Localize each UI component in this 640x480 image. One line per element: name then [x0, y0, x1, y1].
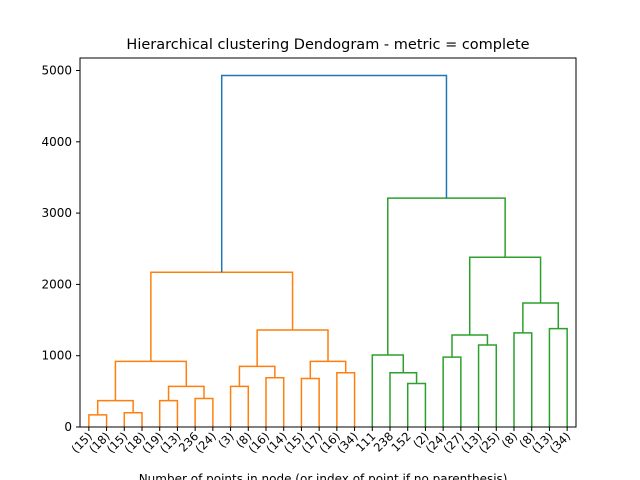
- y-tick-label: 4000: [41, 135, 72, 149]
- y-axis: 0 1000 2000 3000 4000 5000: [41, 64, 80, 434]
- y-tick-label: 5000: [41, 64, 72, 78]
- y-tick-label: 1000: [41, 349, 72, 363]
- x-axis-label: Number of points in node (or index of po…: [139, 472, 512, 480]
- dendrogram-links: [88, 74, 568, 427]
- merge-link-26: [220, 74, 448, 273]
- y-tick-label: 2000: [41, 277, 72, 291]
- y-tick-label: 0: [64, 420, 72, 434]
- chart-title: Hierarchical clustering Dendogram - metr…: [126, 37, 529, 53]
- y-tick-label: 3000: [41, 206, 72, 220]
- plot-frame: [79, 57, 577, 428]
